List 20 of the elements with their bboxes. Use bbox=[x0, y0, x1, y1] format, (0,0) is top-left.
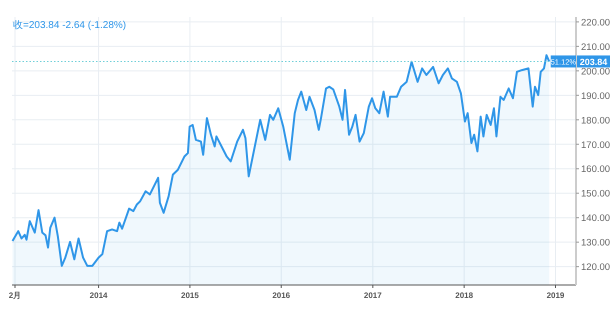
y-tick-label: 120.00 bbox=[581, 262, 610, 274]
y-tick-label: 150.00 bbox=[581, 188, 610, 200]
x-tick-label: 2014 bbox=[90, 291, 108, 300]
x-tick-label: 2016 bbox=[272, 291, 291, 300]
y-tick-label: 170.00 bbox=[581, 140, 610, 151]
x-tick-label: 2015 bbox=[181, 291, 200, 300]
y-tick-label: 180.00 bbox=[581, 115, 610, 126]
y-tick-label: 160.00 bbox=[581, 164, 610, 176]
x-tick-label: 2019 bbox=[546, 291, 565, 300]
ref-line-label: 203.84 bbox=[580, 56, 608, 67]
y-tick-label: 210.00 bbox=[581, 42, 610, 53]
x-tick-label: 2月 bbox=[8, 291, 22, 300]
y-tick-label: 130.00 bbox=[581, 238, 610, 249]
annotation: 收=203.84 -2.64 (-1.28%) bbox=[13, 20, 126, 31]
y-tick-label: 200.00 bbox=[581, 66, 610, 78]
y-tick-label: 140.00 bbox=[581, 213, 610, 224]
y-tick-label: 190.00 bbox=[581, 90, 610, 102]
x-tick-label: 2018 bbox=[455, 291, 474, 300]
x-tick-label: 2017 bbox=[364, 291, 382, 300]
y-tick-label: 220.00 bbox=[581, 17, 610, 28]
